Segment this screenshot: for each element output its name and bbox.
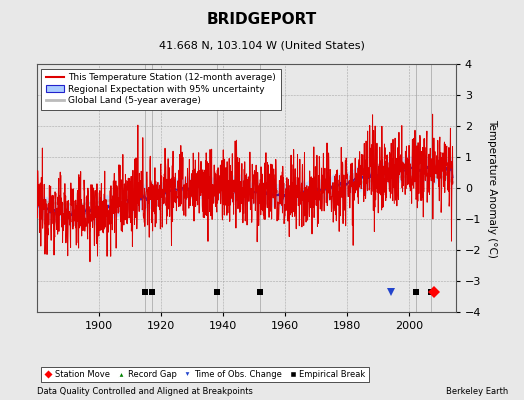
Text: Berkeley Earth: Berkeley Earth: [446, 387, 508, 396]
Text: Data Quality Controlled and Aligned at Breakpoints: Data Quality Controlled and Aligned at B…: [37, 387, 253, 396]
Legend: Station Move, Record Gap, Time of Obs. Change, Empirical Break: Station Move, Record Gap, Time of Obs. C…: [41, 366, 369, 382]
Y-axis label: Temperature Anomaly (°C): Temperature Anomaly (°C): [487, 118, 497, 258]
Text: 41.668 N, 103.104 W (United States): 41.668 N, 103.104 W (United States): [159, 40, 365, 50]
Text: BRIDGEPORT: BRIDGEPORT: [207, 12, 317, 27]
